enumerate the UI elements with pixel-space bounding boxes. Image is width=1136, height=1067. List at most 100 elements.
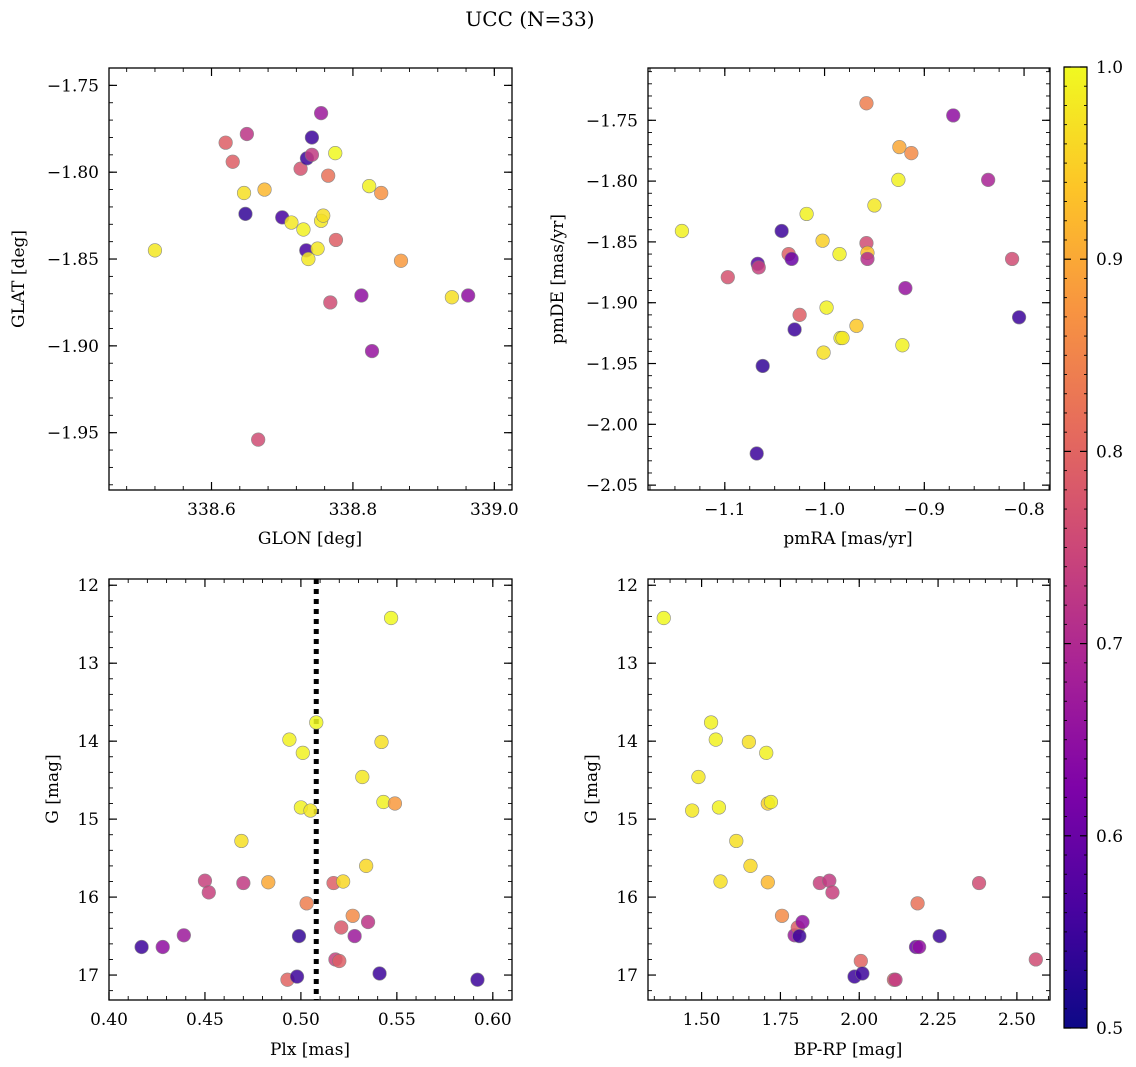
scatter-point xyxy=(685,803,700,818)
scatter-point xyxy=(334,920,349,935)
scatter-point xyxy=(234,833,249,849)
colorbar-gradient xyxy=(1063,66,1088,1029)
scatter-point xyxy=(293,161,308,176)
panel-pmra-pmde: pmRA [mas/yr] pmDE [mas/yr] −1.1 −1.0 −0.9… xyxy=(548,67,1051,549)
ylabel-glat: GLAT [deg] xyxy=(9,230,29,328)
x-tick-label: 1.75 xyxy=(761,1010,799,1030)
scatter-point xyxy=(374,185,389,201)
scatter-point xyxy=(729,833,744,849)
scatter-point xyxy=(301,251,316,267)
colorbar: 0.5 0.6 0.7 0.8 0.9 1.0 xyxy=(1063,58,1123,1039)
scatter-point xyxy=(816,345,831,360)
scatter-point xyxy=(932,928,947,944)
colorbar-tick-label: 0.9 xyxy=(1096,250,1123,270)
scatter-point xyxy=(299,896,314,911)
ylabel-g-left: G [mag] xyxy=(43,754,63,823)
scatter-point xyxy=(328,145,343,161)
scatter-point xyxy=(316,208,331,223)
scatter-point xyxy=(236,875,251,891)
ylabel-pmde: pmDE [mas/yr] xyxy=(548,214,568,344)
scatter-point xyxy=(345,908,360,923)
scatter-point xyxy=(888,972,903,987)
y-tick-label: 14 xyxy=(77,732,99,752)
scatter-point xyxy=(674,223,690,239)
scatter-point xyxy=(691,769,706,785)
scatter-point xyxy=(296,222,311,237)
scatter-point xyxy=(910,896,925,911)
scatter-point xyxy=(364,343,380,359)
scatter-point xyxy=(795,914,810,930)
y-tick-label: −1.85 xyxy=(47,250,99,270)
scatter-point xyxy=(815,233,830,248)
scatter-point xyxy=(855,966,870,981)
x-tick-label: 0.60 xyxy=(474,1010,512,1030)
scatter-point xyxy=(713,874,728,889)
scatter-point xyxy=(751,260,766,275)
scatter-point xyxy=(134,939,149,955)
y-tick-label: −1.95 xyxy=(47,424,99,444)
scatter-point xyxy=(759,745,774,760)
colorbar-tick-label: 0.6 xyxy=(1096,827,1123,847)
scatter-point xyxy=(289,969,305,984)
scatter-point xyxy=(444,290,460,305)
scatter-point xyxy=(743,858,758,874)
scatter-point xyxy=(895,338,910,353)
scatter-point xyxy=(393,253,409,268)
scatter-point xyxy=(763,794,779,810)
xlabel-bprp: BP-RP [mag] xyxy=(794,1040,903,1060)
y-tick-label: 13 xyxy=(77,654,99,674)
scatter-point xyxy=(328,232,344,248)
y-tick-label: 15 xyxy=(77,810,99,830)
panel-glon-glat: GLON [deg] GLAT [deg] 338.6 338.8 339.0 −1.… xyxy=(9,67,519,549)
scatter-point xyxy=(891,172,906,187)
colorbar-tick-label: 0.8 xyxy=(1096,442,1123,462)
x-tick-label: −0.9 xyxy=(904,500,945,520)
scatter-point xyxy=(708,732,723,747)
panel-bprp-g: BP-RP [mag] G [mag] 1.50 1.75 2.00 2.25 2.50… xyxy=(582,576,1051,1060)
scatter-point xyxy=(225,154,240,169)
scatter-point xyxy=(303,803,318,818)
y-tick-label: −1.75 xyxy=(47,76,99,96)
scatter-point xyxy=(323,295,338,310)
colorbar-tick-label: 0.5 xyxy=(1096,1019,1123,1039)
scatter-point xyxy=(825,885,840,900)
scatter-point xyxy=(347,928,362,944)
scatter-point xyxy=(362,178,377,194)
x-tick-label: 0.45 xyxy=(186,1010,224,1030)
scatter-point xyxy=(859,96,874,111)
xlabel-glon: GLON [deg] xyxy=(258,529,362,549)
y-tick-label: 12 xyxy=(616,576,638,596)
scatter-point xyxy=(849,318,864,333)
x-tick-label: 0.40 xyxy=(90,1010,128,1030)
scatter-point xyxy=(860,251,875,267)
scatter-point xyxy=(251,432,266,447)
y-tick-label: −1.95 xyxy=(586,355,638,375)
scatter-point xyxy=(971,875,987,891)
x-tick-label: −1.0 xyxy=(804,500,845,520)
x-tick-label: 338.6 xyxy=(187,500,236,520)
scatter-point xyxy=(792,307,807,322)
scatter-point xyxy=(822,873,837,888)
scatter-point xyxy=(238,206,253,221)
x-tick-label: 338.8 xyxy=(329,500,378,520)
y-tick-label: −1.90 xyxy=(47,337,99,357)
scatter-point xyxy=(904,146,919,161)
scatter-point xyxy=(360,914,376,930)
y-tick-label: −1.75 xyxy=(586,111,638,131)
y-tick-label: 14 xyxy=(616,732,638,752)
scatter-point xyxy=(374,734,389,750)
ylabel-g-right: G [mag] xyxy=(582,754,602,823)
panel-plx-g: Plx [mas] G [mag] 0.40 0.45 0.50 0.55 0.60 12… xyxy=(43,576,513,1060)
scatter-point xyxy=(741,734,756,750)
scatter-point xyxy=(749,446,764,461)
y-tick-label: 13 xyxy=(616,654,638,674)
scatter-point xyxy=(832,246,847,262)
scatter-point xyxy=(711,800,727,815)
axes-frame xyxy=(108,67,513,491)
axes-frame xyxy=(108,578,513,1001)
y-tick-label: −1.80 xyxy=(586,172,638,192)
scatter-point xyxy=(867,198,882,213)
scatter-point xyxy=(176,928,191,943)
scatter-point xyxy=(720,270,735,285)
